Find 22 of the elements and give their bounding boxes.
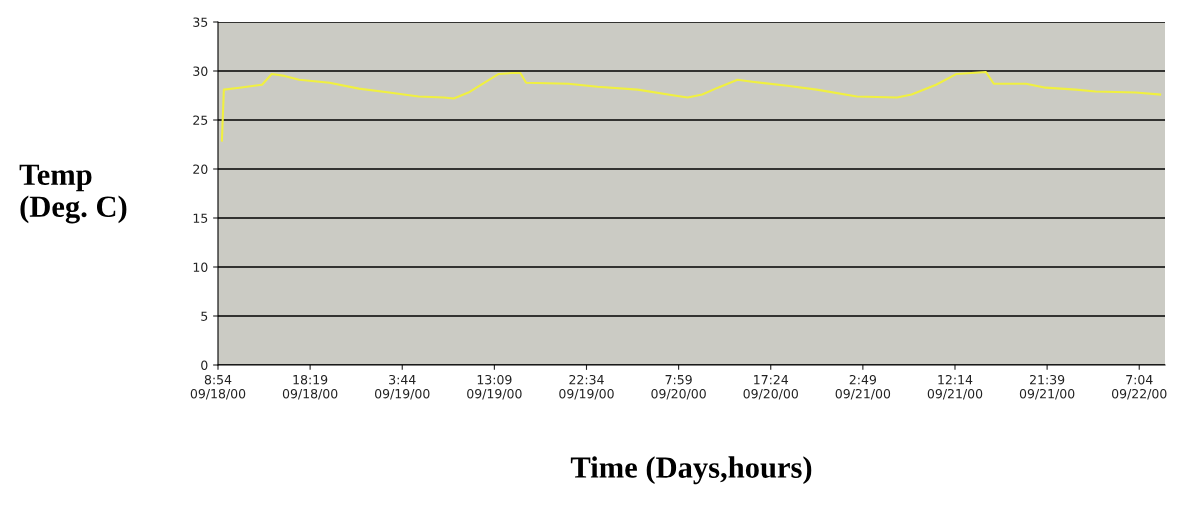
x-tick-label: 21:39 09/21/00 bbox=[1019, 374, 1075, 400]
x-tick-label: 12:14 09/21/00 bbox=[927, 374, 983, 400]
x-tick-label: 18:19 09/18/00 bbox=[282, 374, 338, 400]
y-axis-title: Temp (Deg. C) bbox=[19, 164, 127, 224]
y-tick-label: 15 bbox=[193, 213, 208, 223]
line-series bbox=[220, 70, 1162, 142]
x-tick-label: 2:49 09/21/00 bbox=[835, 374, 891, 400]
x-tick-label: 7:59 09/20/00 bbox=[651, 374, 706, 400]
y-tick-label: 0 bbox=[201, 360, 208, 370]
y-tick-label: 10 bbox=[193, 262, 208, 272]
y-tick-label: 30 bbox=[193, 66, 208, 76]
x-tick-label: 17:24 09/20/00 bbox=[743, 374, 798, 400]
y-tick-label: 20 bbox=[193, 164, 208, 174]
x-tick-label: 22:34 09/19/00 bbox=[559, 374, 614, 400]
x-tick-label: 3:44 09/19/00 bbox=[375, 374, 430, 400]
y-tick-label: 5 bbox=[201, 311, 208, 321]
x-tick-label: 7:04 09/22/00 bbox=[1111, 374, 1167, 400]
x-tick-label: 8:54 09/18/00 bbox=[190, 374, 246, 400]
x-tick-label: 13:09 09/19/00 bbox=[467, 374, 522, 400]
x-axis-title: Time (Days,hours) bbox=[570, 456, 812, 485]
y-tick-label: 25 bbox=[193, 115, 208, 125]
y-tick-label: 35 bbox=[193, 17, 208, 27]
